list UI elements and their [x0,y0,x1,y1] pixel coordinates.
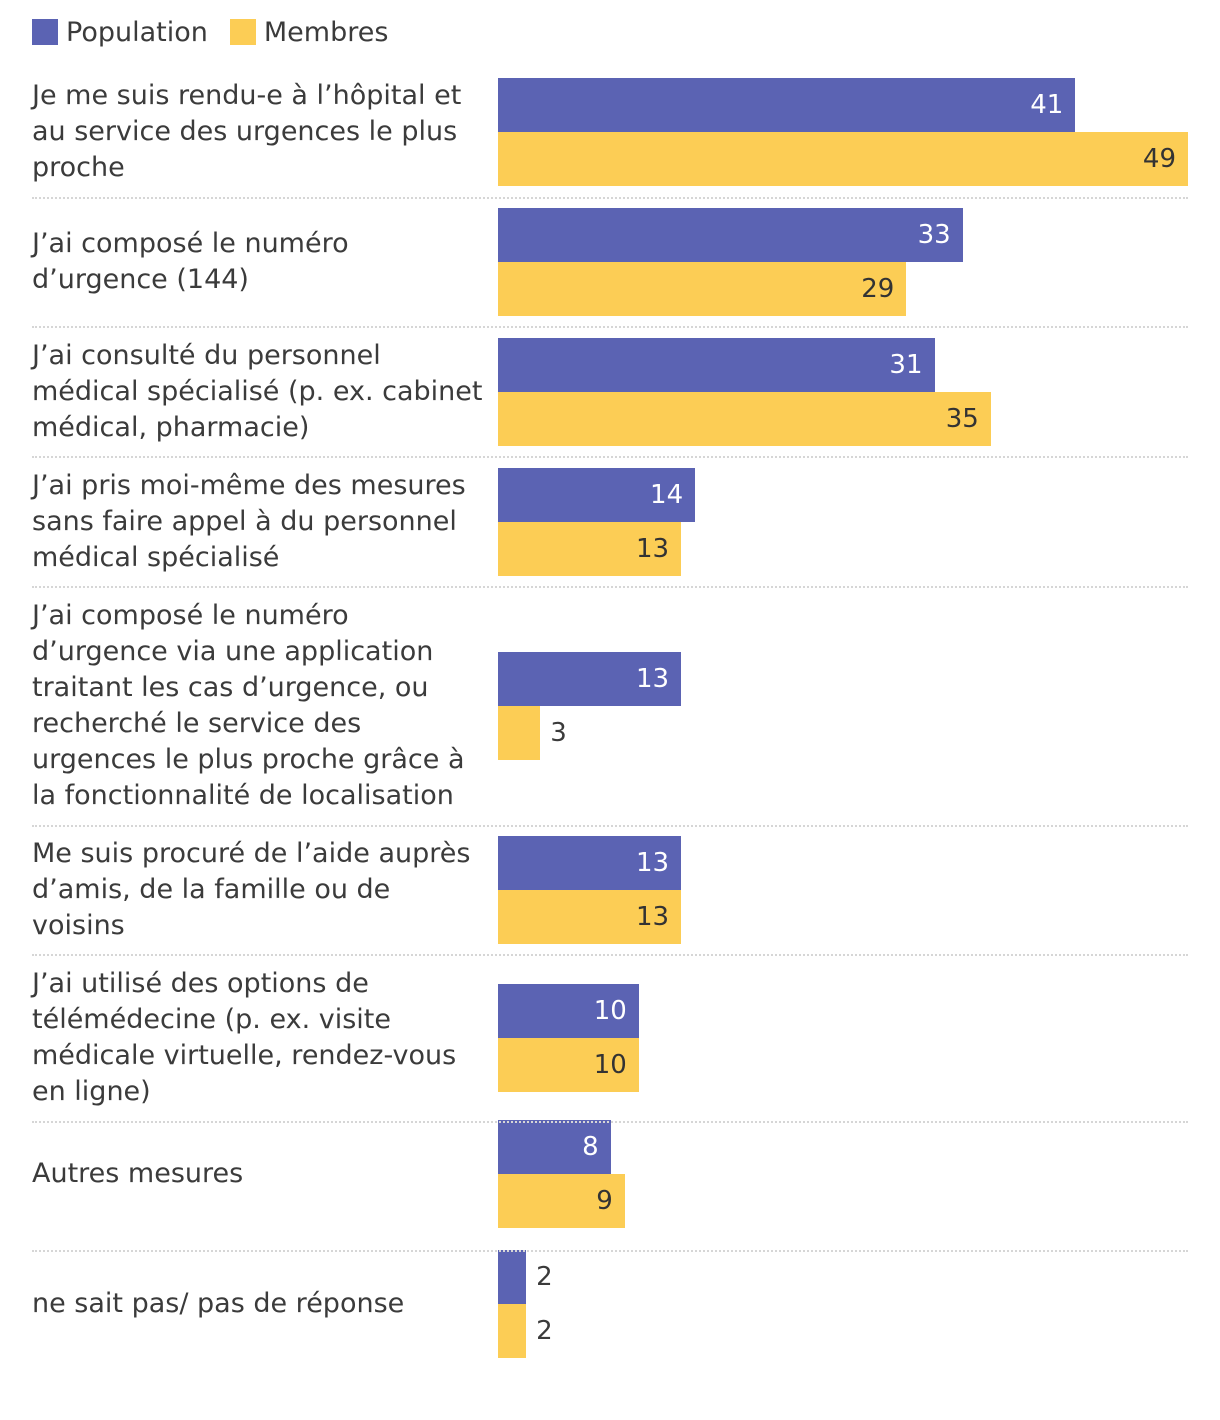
row-separator [32,954,1188,956]
data-label-population: 14 [650,480,684,510]
row-separator [32,326,1188,328]
category-label-line: médical, pharmacie) [32,412,310,443]
bar-membres[interactable] [498,890,682,944]
category-label-line: d’urgence via une application [32,636,434,667]
category-label: J’ai consulté du personnel médical spécia… [32,338,487,446]
category-label: J’ai utilisé des options de télémédecine … [32,966,487,1110]
category-label-line: d’urgence (144) [32,264,249,295]
bar-population[interactable] [498,652,682,706]
bar-membres[interactable] [498,522,682,576]
data-label-population: 2 [536,1262,553,1292]
bar-population[interactable] [498,1120,611,1174]
category-label-line: J’ai composé le numéro [32,600,349,631]
bar-membres[interactable] [498,1174,625,1228]
category-label-line: J’ai composé le numéro [32,228,349,259]
data-label-membres: 49 [1142,144,1176,174]
legend-swatch-population [32,19,58,45]
category-label-line: sans faire appel à du personnel [32,506,457,537]
data-label-membres: 2 [536,1316,553,1346]
data-label-membres: 10 [593,1050,627,1080]
legend-item-population[interactable]: Population [32,17,208,48]
row-separator [32,456,1188,458]
bar-membres[interactable] [498,262,907,316]
category-label-line: Autres mesures [32,1158,244,1189]
category-label: ne sait pas/ pas de réponse [32,1250,487,1358]
category-label-line: ne sait pas/ pas de réponse [32,1288,405,1319]
data-label-population: 13 [635,664,670,694]
bar-population[interactable] [498,1250,527,1304]
bar-population[interactable] [498,984,639,1038]
legend-item-membres[interactable]: Membres [229,16,389,48]
data-label-population: 10 [593,996,627,1026]
data-label-population: 13 [635,848,670,878]
bar-membres[interactable] [498,1038,639,1092]
category-label-line: médical spécialisé [32,542,280,573]
data-label-membres: 35 [945,404,979,434]
data-label-population: 33 [917,220,951,250]
data-label-membres: 3 [550,718,567,748]
chart-legend: Population Membres [32,14,410,50]
legend-swatch-membres [229,19,256,45]
data-label-population: 41 [1030,90,1064,120]
data-label-membres: 9 [596,1186,613,1216]
bar-membres[interactable] [498,1304,527,1358]
legend-label-population: Population [66,16,208,48]
bar-population[interactable] [498,338,935,392]
bar-membres[interactable] [498,132,1188,186]
data-label-population: 8 [582,1132,599,1162]
category-label-line: voisins [32,910,125,941]
category-label-line: J’ai utilisé des options de [32,968,369,999]
row-separator [32,586,1188,588]
bar-population[interactable] [498,208,963,262]
category-label-line: au service des urgences le plus [32,116,458,147]
category-label-line: Me suis procuré de l’aide auprès [32,838,471,869]
category-label-line: télémédecine (p. ex. visite [32,1004,391,1035]
category-label-line: J’ai pris moi-même des mesures [32,470,466,501]
data-label-membres: 13 [635,902,670,932]
category-label: J’ai composé le numéro d’urgence via une … [32,598,487,814]
category-label-line: en ligne) [32,1076,151,1107]
category-label-line: traitant les cas d’urgence, ou [32,672,429,703]
bar-population[interactable] [498,468,696,522]
data-label-membres: 13 [635,534,670,564]
category-label-line: la fonctionnalité de localisation [32,780,454,811]
category-label-line: médical spécialisé (p. ex. cabinet [32,376,483,407]
category-label: J’ai composé le numéro d’urgence (144) [32,208,487,316]
legend-label-membres: Membres [263,16,389,48]
bar-population[interactable] [498,836,682,890]
category-label-line: urgences le plus proche grâce à [32,744,465,775]
data-label-population: 31 [889,350,923,380]
row-separator [32,825,1188,827]
category-label-line: médicale virtuelle, rendez-vous [32,1040,457,1071]
bar-membres[interactable] [498,392,991,446]
data-label-membres: 29 [861,274,895,304]
category-label-line: recherché le service des [32,708,362,739]
category-label-line: d’amis, de la famille ou de [32,874,391,905]
category-label-line: J’ai consulté du personnel [32,340,381,371]
category-label-line: proche [32,152,125,183]
bar-population[interactable] [498,78,1076,132]
bar-membres[interactable] [498,706,541,760]
category-label: Me suis procuré de l’aide auprès d’amis, … [32,836,487,944]
category-label-line: Je me suis rendu-e à l’hôpital et [32,80,462,111]
row-separator [32,197,1188,199]
row-separator [32,1250,1188,1252]
row-separator [32,1121,1188,1123]
category-label: Autres mesures [32,1120,487,1228]
category-label: J’ai pris moi-même des mesures sans faire… [32,468,487,576]
category-label: Je me suis rendu-e à l’hôpital et au serv… [32,78,487,186]
